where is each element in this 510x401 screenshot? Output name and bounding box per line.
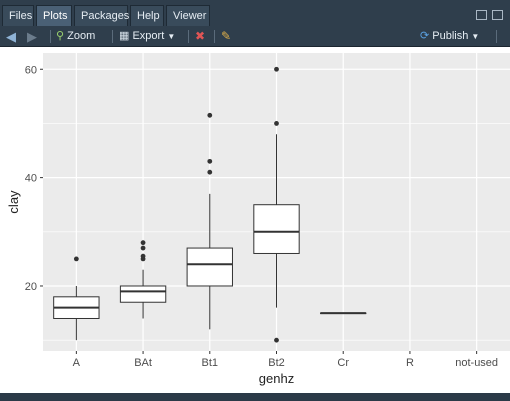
publish-icon: ⟳ xyxy=(420,30,430,42)
publish-label: Publish xyxy=(432,30,469,42)
y-axis-label: clay xyxy=(6,190,21,214)
outlier-point xyxy=(207,112,213,118)
export-dropdown-icon: ▼ xyxy=(167,32,176,41)
y-tick-label: 60 xyxy=(25,64,37,76)
zoom-magnifier-icon: ⚲ xyxy=(56,30,65,42)
export-button[interactable]: ▦ Export ▼ xyxy=(119,29,183,44)
outlier-point xyxy=(207,169,213,175)
box-iqr xyxy=(253,204,300,254)
tab-files-label: Files xyxy=(9,10,33,22)
x-tick-label: not-used xyxy=(455,357,498,369)
toolbar-separator xyxy=(496,30,497,43)
box-a xyxy=(53,256,100,341)
box-iqr xyxy=(186,247,233,287)
x-tick-label: A xyxy=(73,357,81,369)
remove-plot-icon[interactable]: ✖ xyxy=(195,29,206,43)
tab-packages-label: Packages xyxy=(81,10,130,22)
clear-all-broom-icon[interactable]: ✎ xyxy=(221,29,232,43)
pane-tab-bar: Files Plots Packages Help Viewer xyxy=(0,0,510,28)
tab-help[interactable]: Help xyxy=(130,5,164,26)
box-bt1 xyxy=(186,112,233,330)
toolbar-separator xyxy=(188,30,189,43)
outlier-point xyxy=(274,337,279,343)
publish-button[interactable]: ⟳ Publish ▼ xyxy=(420,29,492,44)
tab-help-label: Help xyxy=(137,10,160,22)
x-tick-label: R xyxy=(406,357,414,369)
tab-files[interactable]: Files xyxy=(2,5,34,26)
tab-viewer-label: Viewer xyxy=(173,10,207,22)
box-iqr xyxy=(119,285,167,303)
toolbar-separator xyxy=(214,30,215,43)
pane-bottom-border xyxy=(0,393,510,401)
outlier-point xyxy=(274,121,279,126)
zoom-label: Zoom xyxy=(67,30,96,42)
toolbar-separator xyxy=(112,30,113,43)
forward-arrow-icon[interactable]: ▶ xyxy=(27,29,37,44)
box-cr xyxy=(320,312,367,315)
tab-plots-label: Plots xyxy=(43,10,68,22)
plots-toolbar: ◀ ▶ ⚲ Zoom ▦ Export ▼ ✖ ✎ ⟳ Publish ▼ xyxy=(0,27,510,47)
outlier-point xyxy=(207,158,213,164)
y-tick-label: 40 xyxy=(25,173,37,185)
back-arrow-icon[interactable]: ◀ xyxy=(6,29,16,44)
box-bat xyxy=(119,240,167,319)
export-image-icon: ▦ xyxy=(119,30,130,42)
maximize-pane-icon[interactable] xyxy=(492,10,503,20)
x-tick-label: Bt1 xyxy=(202,357,219,369)
outlier-point xyxy=(140,240,146,246)
x-tick-label: Cr xyxy=(337,357,349,369)
toolbar-separator xyxy=(50,30,51,43)
tab-packages[interactable]: Packages xyxy=(74,5,130,26)
outlier-point xyxy=(140,245,146,251)
x-tick-label: BAt xyxy=(134,357,152,369)
minimize-pane-icon[interactable] xyxy=(476,10,487,20)
outlier-point xyxy=(73,256,79,262)
box-bt2 xyxy=(253,66,300,343)
boxplot-series xyxy=(53,66,367,343)
window-controls xyxy=(476,10,506,22)
outlier-point xyxy=(274,66,279,72)
zoom-button[interactable]: ⚲ Zoom xyxy=(56,29,106,44)
y-tick-label: 20 xyxy=(25,281,37,293)
tab-plots[interactable]: Plots xyxy=(36,5,72,26)
x-axis-label: genhz xyxy=(259,371,294,386)
export-label: Export xyxy=(132,30,165,42)
x-tick-label: Bt2 xyxy=(268,357,285,369)
tab-viewer[interactable]: Viewer xyxy=(166,5,210,26)
publish-dropdown-icon: ▼ xyxy=(471,32,480,41)
outlier-point xyxy=(140,253,146,259)
